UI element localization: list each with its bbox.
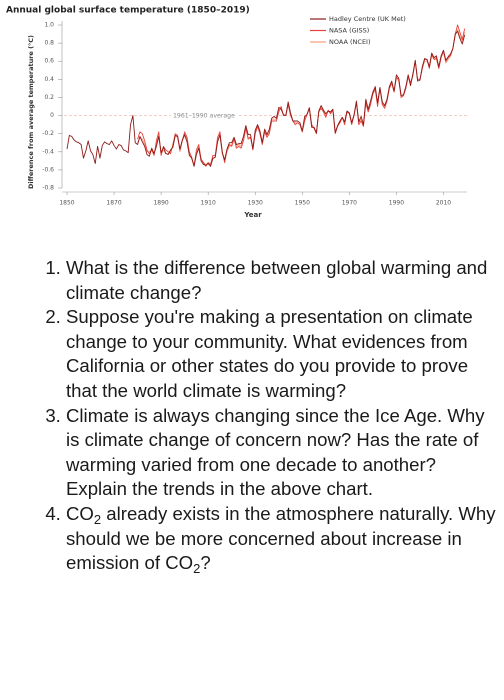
reference-label-bg <box>171 111 238 121</box>
question-text: Suppose you're making a presentation on … <box>66 306 473 401</box>
y-tick-label: 0.2 <box>44 94 54 101</box>
y-tick-label: 0.4 <box>44 76 54 83</box>
x-tick-label: 1850 <box>59 200 74 207</box>
question-text: Climate is always changing since the Ice… <box>66 404 485 500</box>
x-axis-label: Year <box>243 211 262 219</box>
y-axis-label: Difference from average temperature (°C) <box>27 35 35 189</box>
question: Suppose you're making a presentation on … <box>66 305 500 403</box>
question-text: already exists in the atmosphere natural… <box>66 502 496 574</box>
legend-label: NOAA (NCEI) <box>329 38 371 46</box>
series-line <box>137 24 466 167</box>
x-tick-label: 1970 <box>342 200 357 207</box>
legend-label: NASA (GISS) <box>329 27 369 35</box>
x-tick-label: 1930 <box>248 200 263 207</box>
reference-label: 1961–1990 average <box>173 113 235 120</box>
subscript: 2 <box>193 561 201 577</box>
y-tick-label: 0.8 <box>44 40 54 47</box>
y-tick-label: 0 <box>50 112 54 119</box>
x-tick-label: 1910 <box>201 200 216 207</box>
x-tick-label: 2010 <box>436 200 451 207</box>
y-tick-label: -0.2 <box>42 130 54 137</box>
x-tick-label: 1950 <box>295 200 310 207</box>
x-tick-label: 1870 <box>106 200 121 207</box>
question: What is the difference between global wa… <box>66 256 500 305</box>
series-line <box>137 29 466 167</box>
y-tick-label: -0.4 <box>42 148 54 155</box>
question-text: CO <box>66 502 94 524</box>
question: CO2 already exists in the atmosphere nat… <box>66 502 500 576</box>
chart-title: Annual global surface temperature (1850–… <box>6 6 250 16</box>
question-text: CO <box>165 552 194 574</box>
series-line <box>66 30 466 167</box>
question-text: ? <box>200 552 211 574</box>
chart: Annual global surface temperature (1850–… <box>6 6 467 219</box>
y-tick-label: 1.0 <box>44 22 54 29</box>
question-list: What is the difference between global wa… <box>0 256 500 576</box>
y-tick-label: 0.6 <box>44 58 54 65</box>
question: Climate is always changing since the Ice… <box>66 404 500 502</box>
x-tick-label: 1990 <box>389 200 404 207</box>
legend-label: Hadley Centre (UK Met) <box>329 15 406 23</box>
question-text: What is the difference between global wa… <box>66 257 488 303</box>
subscript: 2 <box>93 511 102 527</box>
y-tick-label: -0.6 <box>42 166 54 173</box>
x-tick-label: 1890 <box>153 200 168 207</box>
y-tick-label: -0.8 <box>42 185 54 192</box>
